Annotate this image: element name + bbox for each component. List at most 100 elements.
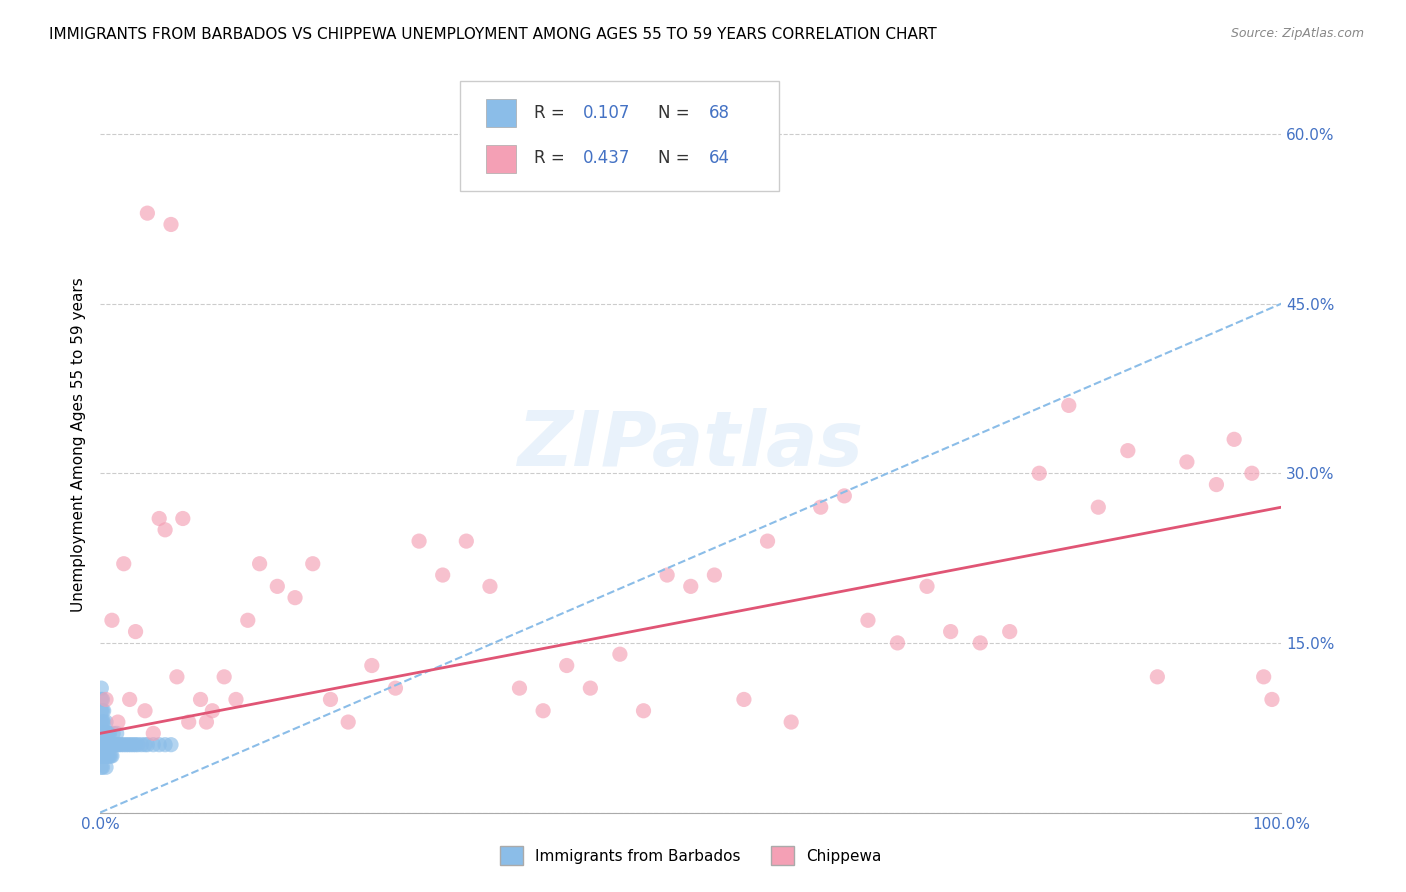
Point: [120, 738, 142, 752]
Point: [856, 613, 879, 627]
Point: [93, 726, 115, 740]
Point: [733, 692, 755, 706]
Point: [91, 714, 114, 729]
Point: [1087, 500, 1109, 515]
Point: [91, 692, 114, 706]
Point: [94, 760, 117, 774]
Point: [432, 568, 454, 582]
Y-axis label: Unemployment Among Ages 55 to 59 years: Unemployment Among Ages 55 to 59 years: [72, 277, 86, 613]
Point: [94, 738, 117, 752]
Point: [1205, 477, 1227, 491]
Point: [508, 681, 530, 695]
Point: [153, 738, 176, 752]
Point: [105, 726, 128, 740]
Point: [384, 681, 406, 695]
Point: [939, 624, 962, 639]
Point: [249, 557, 271, 571]
Point: [94, 738, 117, 752]
Point: [633, 704, 655, 718]
Point: [136, 738, 159, 752]
Point: [96, 738, 118, 752]
Point: [122, 738, 145, 752]
Point: [117, 738, 139, 752]
Point: [134, 738, 156, 752]
Point: [555, 658, 578, 673]
Point: [225, 692, 247, 706]
Point: [1261, 692, 1284, 706]
Point: [94, 714, 117, 729]
Point: [93, 738, 115, 752]
Point: [107, 738, 129, 752]
Point: [131, 738, 153, 752]
Point: [101, 613, 124, 627]
Point: [90, 749, 112, 764]
Text: ZIPatlas: ZIPatlas: [517, 408, 863, 482]
Text: 64: 64: [709, 149, 730, 168]
Point: [112, 557, 135, 571]
Point: [97, 749, 120, 764]
Point: [94, 692, 117, 706]
Point: [98, 749, 121, 764]
Point: [177, 714, 200, 729]
Point: [93, 714, 115, 729]
Point: [90, 738, 112, 752]
Point: [91, 749, 114, 764]
Point: [134, 704, 156, 718]
Point: [98, 738, 121, 752]
Point: [148, 738, 170, 752]
Point: [160, 738, 183, 752]
Point: [915, 579, 938, 593]
FancyBboxPatch shape: [460, 81, 779, 192]
Point: [101, 749, 124, 764]
Point: [1028, 467, 1050, 481]
Point: [101, 738, 124, 752]
Point: [301, 557, 323, 571]
Text: N =: N =: [658, 103, 695, 121]
Bar: [486, 99, 516, 127]
Point: [90, 738, 112, 752]
Point: [124, 738, 146, 752]
Point: [1175, 455, 1198, 469]
Point: [94, 726, 117, 740]
Point: [90, 726, 112, 740]
Point: [90, 726, 112, 740]
Point: [104, 738, 127, 752]
Point: [834, 489, 856, 503]
Text: R =: R =: [534, 103, 569, 121]
Text: IMMIGRANTS FROM BARBADOS VS CHIPPEWA UNEMPLOYMENT AMONG AGES 55 TO 59 YEARS CORR: IMMIGRANTS FROM BARBADOS VS CHIPPEWA UNE…: [49, 27, 936, 42]
Point: [93, 749, 115, 764]
Point: [136, 206, 159, 220]
Point: [236, 613, 259, 627]
Text: 0.107: 0.107: [583, 103, 631, 121]
Text: R =: R =: [534, 149, 569, 168]
Point: [107, 714, 129, 729]
Point: [127, 738, 149, 752]
Point: [100, 738, 122, 752]
Point: [115, 738, 138, 752]
Point: [679, 579, 702, 593]
Point: [118, 692, 141, 706]
Point: [91, 704, 114, 718]
Point: [93, 704, 115, 718]
Point: [456, 534, 478, 549]
Point: [153, 523, 176, 537]
Point: [97, 738, 120, 752]
Point: [969, 636, 991, 650]
Bar: [486, 145, 516, 173]
Point: [201, 704, 224, 718]
Point: [886, 636, 908, 650]
Point: [98, 726, 121, 740]
Point: [1057, 398, 1080, 412]
Point: [408, 534, 430, 549]
Point: [195, 714, 218, 729]
Point: [148, 511, 170, 525]
Point: [703, 568, 725, 582]
Point: [478, 579, 501, 593]
Point: [90, 692, 112, 706]
Point: [1223, 433, 1246, 447]
Point: [166, 670, 188, 684]
Point: [780, 714, 803, 729]
Point: [100, 749, 122, 764]
Point: [94, 726, 117, 740]
Point: [101, 726, 124, 740]
